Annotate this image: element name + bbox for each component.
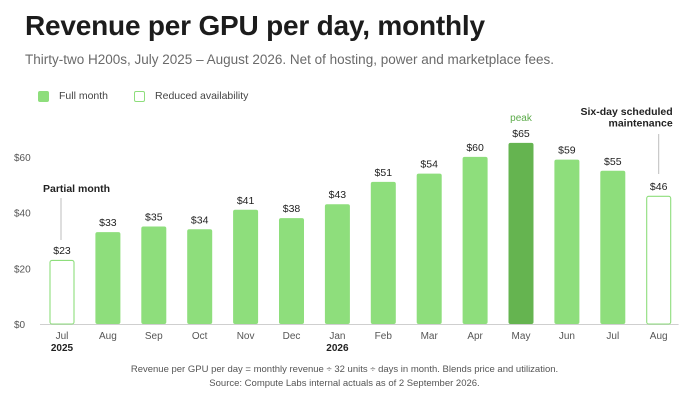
x-tick-label: Apr [467,331,483,342]
bar-value-label: $59 [558,145,576,157]
bar-oct-3 [187,229,213,324]
annotation-maintenance: Six-day scheduled [580,106,672,118]
x-tick-label: Nov [237,331,255,342]
annotation-peak: peak [510,113,533,124]
x-tick-label: Jun [559,331,575,342]
x-tick-label: Sep [145,331,163,342]
y-tick-label: $40 [14,209,31,220]
annotation-maintenance: maintenance [608,118,672,130]
bar-feb-7 [370,181,396,324]
legend: Full month Reduced availability [38,90,274,102]
legend-swatch-reduced [134,90,146,102]
bar-value-label: $35 [145,212,163,224]
bar-jul-0 [49,259,75,325]
bar-dec-5 [279,218,304,324]
bar-value-label: $43 [329,189,347,201]
chart-title: Revenue per GPU per day, monthly [25,10,485,41]
y-tick-label: $60 [14,153,31,164]
x-year-label: 2025 [51,343,74,354]
x-tick-label: Jan [329,331,345,342]
bar-value-label: $38 [283,203,301,215]
x-tick-label: Dec [283,331,301,342]
bar-value-label: $55 [604,156,622,168]
annotation-partial-month: Partial month [43,183,110,195]
y-tick-label: $20 [14,264,31,275]
legend-label-reduced: Reduced availability [155,90,249,102]
bar-sep-2 [141,226,167,324]
bar-mar-8 [416,173,442,324]
legend-swatch-full [38,90,49,102]
x-tick-label: Aug [99,331,117,342]
bar-aug-13 [646,195,672,325]
bar-value-label: $60 [466,142,484,154]
bar-nov-4 [233,209,259,324]
bar-jan-6 [324,204,350,324]
bar-jul-12 [600,170,626,324]
bar-value-label: $46 [650,181,668,193]
bar-jun-11 [554,159,580,324]
chart-subtitle: Thirty-two H200s, July 2025 – August 202… [25,52,555,67]
bar-value-label: $41 [237,195,255,207]
legend-item-reduced: Reduced availability [134,90,248,102]
x-tick-label: Jul [606,331,619,342]
x-year-label: 2026 [326,343,349,354]
x-tick-label: Mar [421,331,439,342]
bar-value-label: $33 [99,217,117,229]
bar-value-label: $51 [375,167,393,179]
x-tick-label: May [512,331,531,342]
legend-item-full: Full month [38,90,108,102]
footnote-formula: Revenue per GPU per day = monthly revenu… [130,364,559,375]
x-tick-label: Feb [375,331,393,342]
bar-apr-9 [462,156,488,324]
bar-value-label: $34 [191,214,209,226]
y-tick-label: $0 [14,320,26,331]
x-tick-label: Jul [56,331,69,342]
x-tick-label: Oct [192,331,208,342]
bar-aug-1 [95,232,121,324]
bar-value-label: $23 [53,245,71,257]
legend-label-full: Full month [59,90,109,102]
bar-value-label: $65 [512,128,530,140]
footnote-source: Source: Compute Labs internal actuals as… [209,378,480,389]
bar-value-label: $54 [420,159,438,171]
x-tick-label: Aug [650,331,668,342]
bar-may-10 [508,142,534,324]
